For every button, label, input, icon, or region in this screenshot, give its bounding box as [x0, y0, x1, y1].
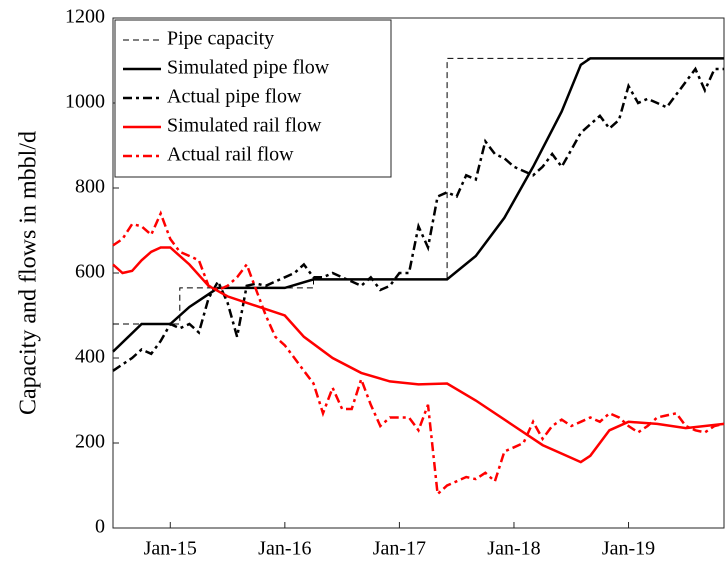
x-tick-label: Jan-17: [373, 538, 426, 560]
series-line: [112, 57, 724, 353]
x-tick-label: Jan-16: [258, 538, 311, 560]
legend-label: Actual rail flow: [167, 144, 294, 166]
y-tick-label: 1000: [65, 91, 105, 113]
series-line: [112, 66, 724, 372]
legend-label: Simulated rail flow: [167, 115, 322, 137]
y-tick-label: 600: [75, 261, 105, 283]
legend-box: [114, 19, 392, 178]
legend-label: Pipe capacity: [167, 28, 274, 50]
series-line: [112, 210, 725, 497]
legend-label: Simulated pipe flow: [167, 57, 330, 79]
series-line: [113, 57, 724, 325]
y-tick-label: 200: [75, 431, 105, 453]
x-tick-label: Jan-15: [144, 538, 197, 560]
legend-label: Actual pipe flow: [167, 86, 302, 108]
x-tick-label: Jan-18: [487, 538, 540, 560]
y-axis-label: Capacity and flows in mbbl/d: [16, 131, 42, 415]
x-tick-label: Jan-19: [602, 538, 655, 560]
y-tick-label: 800: [75, 176, 105, 198]
series-line: [112, 246, 725, 464]
y-tick-label: 400: [75, 346, 105, 368]
y-tick-label: 0: [95, 516, 105, 538]
y-tick-label: 1200: [65, 6, 105, 28]
